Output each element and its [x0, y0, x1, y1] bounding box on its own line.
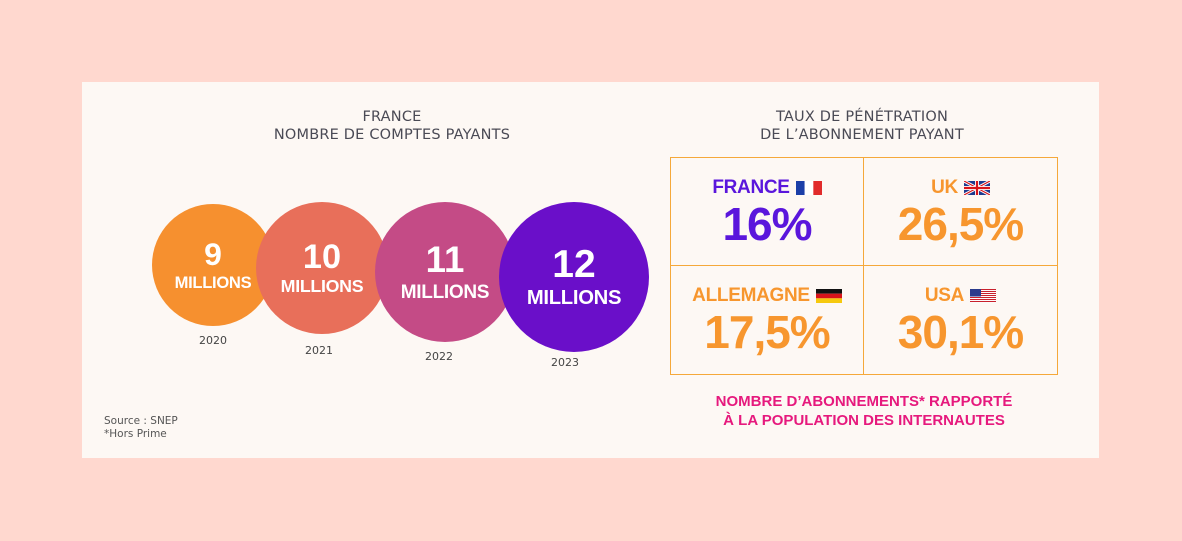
subscribers-bubble-chart: 9 MILLIONS 2020 10 MILLIONS 2021 11 MILLIONS 202…	[82, 82, 682, 458]
country-row: UK	[931, 177, 990, 199]
bubble-value: 12	[552, 243, 596, 287]
year-label: 2020	[199, 334, 227, 347]
penetration-rate-grid: FRANCE 16% UK 26,5% ALLEMAGNE 17,5% USA 30,1%	[670, 157, 1058, 375]
country-name: FRANCE	[712, 176, 790, 198]
infographic-card: FRANCE NOMBRE DE COMPTES PAYANTS 9 MILLIO…	[82, 82, 1099, 458]
bubble-2020: 9 MILLIONS	[151, 203, 275, 327]
bubble-value: 9	[204, 235, 222, 272]
left-title: FRANCE NOMBRE DE COMPTES PAYANTS	[232, 108, 552, 144]
bubble-unit: MILLIONS	[280, 276, 364, 297]
country-row: USA	[924, 285, 997, 307]
germany-flag-icon	[815, 289, 842, 303]
country-row: ALLEMAGNE	[692, 285, 842, 307]
year-label: 2023	[551, 356, 579, 369]
year-label: 2022	[425, 350, 453, 363]
bubble-2023: 12 MILLIONS	[499, 202, 649, 352]
right-title-line-1: TAUX DE PÉNÉTRATION	[776, 109, 948, 125]
bubble-value: 10	[302, 237, 342, 276]
source-note: *Hors Prime	[104, 428, 167, 440]
bubble-unit: MILLIONS	[174, 272, 252, 292]
bubble-unit: MILLIONS	[526, 287, 622, 310]
cell-france: FRANCE 16%	[671, 158, 864, 266]
source-line: Source : SNEP	[104, 415, 178, 427]
year-label: 2021	[305, 344, 333, 357]
usa-flag-icon	[970, 289, 997, 303]
right-title: TAUX DE PÉNÉTRATION DE L’ABONNEMENT PAYA…	[702, 108, 1022, 144]
cell-uk: UK 26,5%	[864, 158, 1057, 266]
right-title-line-2: DE L’ABONNEMENT PAYANT	[760, 127, 964, 143]
footnote: NOMBRE D’ABONNEMENTS* RAPPORTÉ À LA POPU…	[670, 392, 1058, 430]
bubble-unit: MILLIONS	[400, 281, 490, 303]
penetration-value: 17,5%	[704, 306, 830, 358]
country-name: UK	[931, 176, 958, 198]
penetration-value: 16%	[722, 197, 812, 250]
left-title-line-1: FRANCE	[362, 109, 422, 125]
penetration-value: 26,5%	[897, 197, 1024, 250]
country-row: FRANCE	[712, 176, 822, 199]
cell-allemagne: ALLEMAGNE 17,5%	[671, 266, 864, 374]
bubble-value: 11	[425, 239, 465, 281]
france-flag-icon	[795, 180, 822, 195]
country-name: USA	[924, 285, 965, 306]
source: Source : SNEP *Hors Prime	[104, 415, 178, 441]
footnote-line-1: NOMBRE D’ABONNEMENTS* RAPPORTÉ	[715, 393, 1013, 410]
left-title-line-2: NOMBRE DE COMPTES PAYANTS	[273, 127, 511, 143]
bubble-2022: 11 MILLIONS	[374, 201, 516, 343]
cell-usa: USA 30,1%	[864, 266, 1057, 374]
uk-flag-icon	[963, 180, 990, 195]
penetration-value: 30,1%	[897, 306, 1024, 358]
footnote-line-2: À LA POPULATION DES INTERNAUTES	[723, 412, 1005, 429]
country-name: ALLEMAGNE	[692, 285, 810, 306]
bubble-2021: 10 MILLIONS	[256, 202, 388, 334]
